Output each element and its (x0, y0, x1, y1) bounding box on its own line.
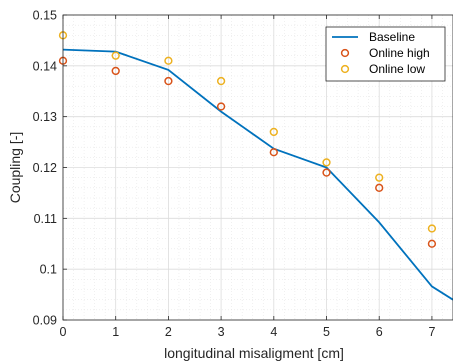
x-tick-label: 0 (60, 325, 67, 339)
y-tick-label: 0.1 (40, 263, 57, 277)
x-tick-label: 7 (428, 325, 435, 339)
x-tick-label: 5 (323, 325, 330, 339)
marker-online-high (427, 239, 437, 248)
y-tick-label: 0.14 (33, 59, 57, 73)
x-tick-labels: 0 1 2 3 4 5 6 7 (60, 325, 436, 339)
x-axis-label: longitudinal misaligment [cm] (164, 345, 344, 361)
marker-online-low (375, 173, 384, 182)
legend-label: Online low (369, 62, 425, 76)
y-tick-label: 0.13 (33, 110, 57, 124)
marker-online-low (111, 51, 120, 60)
legend-swatch-marker (340, 64, 350, 74)
x-tick-label: 3 (218, 325, 225, 339)
marker-online-high (269, 148, 278, 157)
legend-label: Online high (369, 46, 430, 60)
marker-online-high (111, 66, 120, 76)
marker-online-high (322, 168, 331, 177)
marker-online-low (427, 224, 437, 233)
series-line-baseline (62, 48, 453, 301)
marker-online-high (164, 76, 173, 86)
marker-online-low (269, 127, 278, 137)
marker-online-low (164, 56, 173, 65)
x-tick-label: 1 (112, 325, 119, 339)
y-tick-label: 0.12 (33, 161, 57, 175)
y-tick-label: 0.15 (33, 9, 57, 23)
marker-online-high (216, 102, 226, 111)
legend-label: Baseline (369, 30, 415, 44)
x-tick-label: 4 (270, 325, 277, 339)
marker-online-low (322, 158, 331, 167)
x-tick-label: 2 (165, 325, 172, 339)
legend-swatch-marker (340, 48, 350, 58)
y-tick-label: 0.09 (33, 314, 57, 328)
legend: Baseline Online high Online low (325, 26, 446, 82)
marker-online-high (375, 183, 384, 192)
x-tick-label: 6 (376, 325, 383, 339)
series-layer (58, 31, 453, 301)
axis-ticks (62, 14, 433, 321)
y-tick-labels: 0.09 0.1 0.11 0.12 0.13 0.14 0.15 (33, 9, 57, 328)
y-tick-label: 0.11 (34, 212, 57, 226)
y-axis-label: Coupling [-] (7, 132, 23, 204)
marker-online-low (216, 76, 226, 86)
